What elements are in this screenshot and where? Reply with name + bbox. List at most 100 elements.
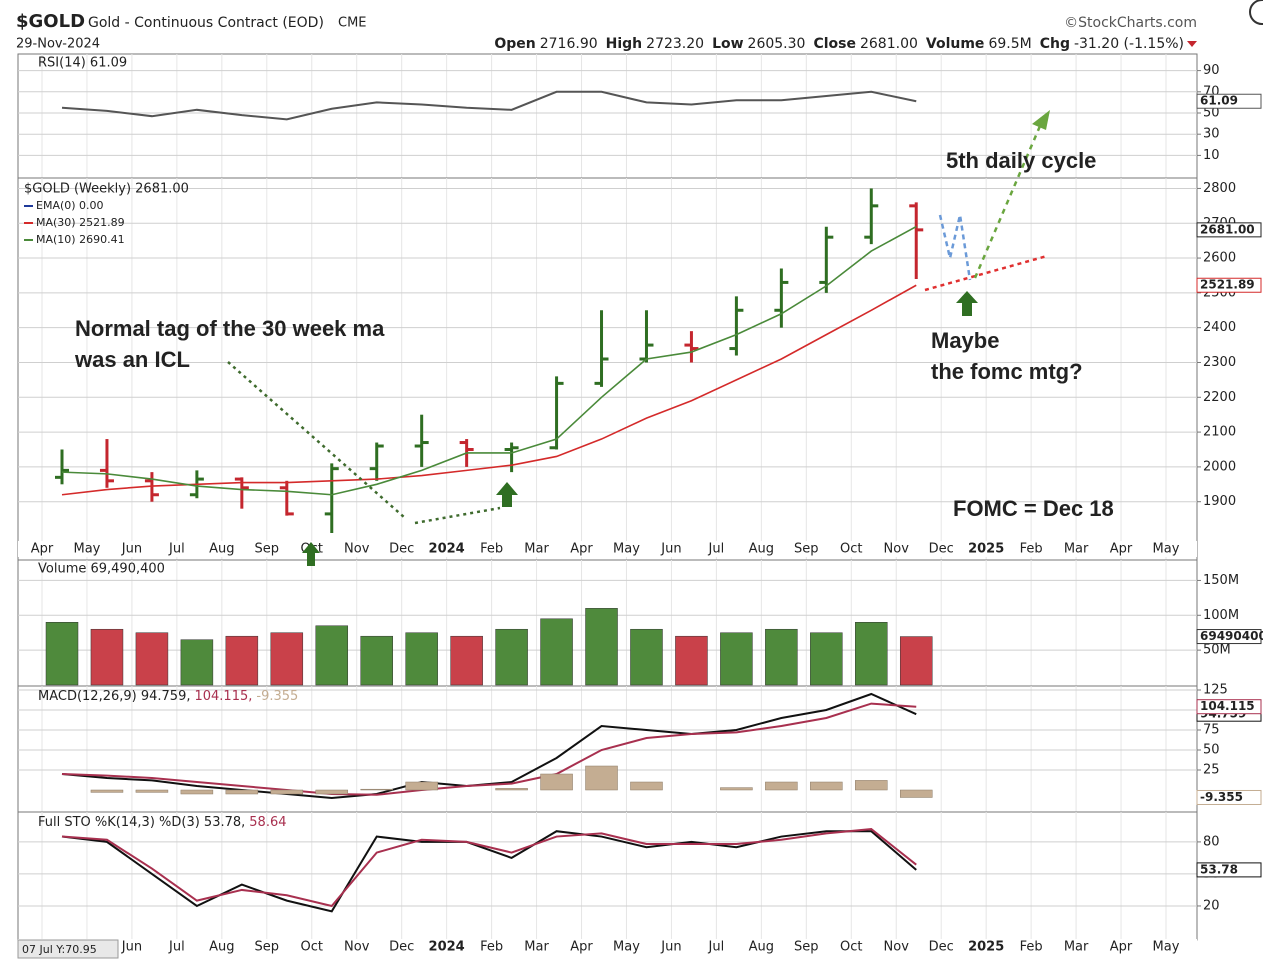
volume-bar [765,628,798,686]
volume-bar [315,625,349,686]
annotation: Maybe [931,328,999,353]
close-button[interactable] [1249,0,1263,25]
quote: Open 2716.90 High 2723.20 Low 2605.30 Close 268… [494,36,1184,52]
volume-bar [675,635,708,686]
x-tick-label: Apr [31,542,54,557]
volume-bar [810,632,843,686]
x-tick-label: Aug [209,940,234,955]
x-tick-label: Aug [209,542,234,557]
histogram-bar [495,788,528,791]
x-tick-label: Oct [301,940,323,955]
y-tick-label: 90 [1203,63,1220,78]
series-line [61,225,917,496]
annotation: FOMC = Dec 18 [953,496,1114,521]
y-tick-label: 75 [1203,723,1220,738]
annotation-shapes [227,110,1050,566]
x-tick-label: Sep [255,940,280,955]
series-line [61,284,917,496]
volume-bar [180,639,214,686]
x-tick-label: Feb [1020,940,1043,955]
x-tick-label: Mar [524,940,549,955]
y-tick-label: 2600 [1203,251,1236,266]
x-tick-label: Jul [708,940,725,955]
date: 29-Nov-2024 [16,37,100,52]
x-tick-label: Nov [344,542,370,557]
x-tick-label: Jul [168,542,185,557]
legend-entry: 104.115, [194,689,252,704]
histogram-bar [720,787,753,791]
x-tick-label: Oct [840,940,862,955]
value-tag [1196,222,1262,238]
y-tick-label: 125 [1203,683,1228,698]
histogram-bar [225,789,259,795]
x-axis-band [18,939,1197,955]
volume-bar [720,632,753,686]
legend-entry: 58.64 [249,815,286,830]
x-tick-label: May [613,940,640,955]
value-tag-label: 61.09 [1200,94,1238,108]
histogram-bar [135,789,169,793]
x-tick-label: 2024 [429,940,465,955]
volume-bar [360,635,393,686]
volume-bar [135,632,169,686]
value-tag [1196,862,1262,878]
annotation: the fomc mtg? [931,359,1083,384]
quote-value: 2723.20 [646,36,704,52]
y-tick-label: 50 [1203,106,1220,121]
volume-bar [855,622,888,686]
histogram-bar [405,781,438,791]
pointer-line [227,361,406,519]
y-tick-label: 50 [1203,743,1220,758]
brand: ©StockCharts.com [1064,15,1197,31]
legend-entry: MA(10) 2690.41 [36,233,125,246]
value-tag-label: 53.78 [1200,862,1238,876]
y-tick-label: 25 [1203,763,1220,778]
value-tag [1196,277,1262,293]
cursor-readout-box [17,939,119,959]
quote-value: 2681.00 [860,36,918,52]
volume-bar [225,635,259,686]
y-tick-label: 2800 [1203,181,1236,196]
projection-line [924,254,1048,292]
y-tick-label: 80 [1203,834,1220,849]
up-arrow [496,482,518,507]
volume-bar [450,635,483,686]
volume-bar [630,628,663,686]
legend-entry: EMA(0) 0.00 [36,199,104,212]
series-line [61,828,917,908]
x-tick-label: Apr [1110,940,1133,955]
value-tag [1196,93,1262,109]
x-tick-label: Dec [929,542,954,557]
volume-bar [899,636,933,686]
x-tick-label: Aug [749,940,774,955]
projection-arrow [973,125,1042,279]
x-tick-label: Apr [570,542,593,557]
value-tag [1196,789,1262,805]
quote-value: 2716.90 [540,36,598,52]
histogram-bar [315,789,349,795]
histogram-bar [899,789,933,798]
x-tick-label: Oct [840,542,862,557]
quote-label: Volume [926,36,985,52]
x-tick-label: Nov [884,940,910,955]
y-tick-label: 20 [1203,898,1220,913]
volume-bar [495,628,528,686]
panel-legend: MACD(12,26,9) 94.759, 104.115, -9.355 [38,689,298,704]
quote-label: Low [712,36,744,52]
x-tick-label: Jun [660,542,681,557]
x-tick-label: 2024 [429,542,465,557]
legend-entry: Full STO %K(14,3) %D(3) 53.78, [38,815,245,830]
y-tick-label: 2100 [1203,425,1236,440]
series-line [61,702,917,796]
x-tick-label: Sep [794,940,819,955]
histogram-bar [585,765,618,791]
volume-bar [90,628,124,686]
legend-entry: MA(30) 2521.89 [36,216,125,229]
x-tick-label: Sep [794,542,819,557]
x-tick-label: Jun [121,940,142,955]
annotation: was an ICL [74,347,190,372]
y-tick-label: 2000 [1203,459,1236,474]
x-tick-label: Feb [480,542,503,557]
